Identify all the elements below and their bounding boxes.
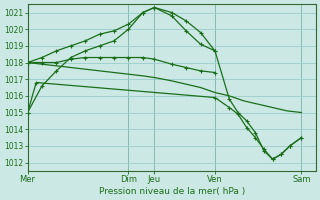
X-axis label: Pression niveau de la mer( hPa ): Pression niveau de la mer( hPa ) [99,187,245,196]
